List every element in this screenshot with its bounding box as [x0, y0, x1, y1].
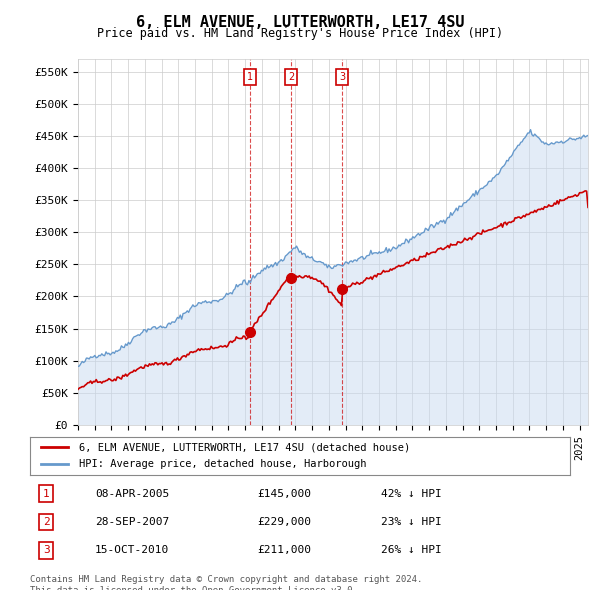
Text: 26% ↓ HPI: 26% ↓ HPI	[381, 546, 442, 555]
Text: 6, ELM AVENUE, LUTTERWORTH, LE17 4SU: 6, ELM AVENUE, LUTTERWORTH, LE17 4SU	[136, 15, 464, 30]
Text: 2: 2	[43, 517, 50, 527]
Text: 08-APR-2005: 08-APR-2005	[95, 489, 169, 499]
Text: 3: 3	[43, 546, 50, 555]
Text: 15-OCT-2010: 15-OCT-2010	[95, 546, 169, 555]
Text: 23% ↓ HPI: 23% ↓ HPI	[381, 517, 442, 527]
Text: £145,000: £145,000	[257, 489, 311, 499]
Text: £211,000: £211,000	[257, 546, 311, 555]
Text: Price paid vs. HM Land Registry's House Price Index (HPI): Price paid vs. HM Land Registry's House …	[97, 27, 503, 40]
Text: £229,000: £229,000	[257, 517, 311, 527]
Text: 1: 1	[43, 489, 50, 499]
Text: 3: 3	[339, 73, 345, 82]
Text: 28-SEP-2007: 28-SEP-2007	[95, 517, 169, 527]
Text: 2: 2	[288, 73, 295, 82]
Text: HPI: Average price, detached house, Harborough: HPI: Average price, detached house, Harb…	[79, 459, 366, 469]
Text: 42% ↓ HPI: 42% ↓ HPI	[381, 489, 442, 499]
Text: 1: 1	[247, 73, 253, 82]
Text: 6, ELM AVENUE, LUTTERWORTH, LE17 4SU (detached house): 6, ELM AVENUE, LUTTERWORTH, LE17 4SU (de…	[79, 442, 410, 453]
Text: Contains HM Land Registry data © Crown copyright and database right 2024.
This d: Contains HM Land Registry data © Crown c…	[30, 575, 422, 590]
